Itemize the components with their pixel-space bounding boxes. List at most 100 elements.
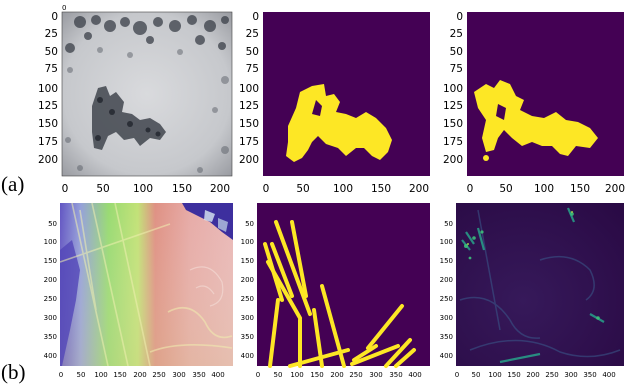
- svg-text:0: 0: [263, 183, 270, 195]
- svg-text:50: 50: [296, 183, 309, 195]
- svg-text:200: 200: [409, 183, 429, 195]
- svg-text:50: 50: [450, 46, 463, 58]
- svg-text:300: 300: [172, 371, 185, 379]
- svg-text:125: 125: [239, 100, 259, 112]
- panel-b2-ticks: 50 100 150 200 250 300 350 400 0 50 100 …: [241, 220, 422, 379]
- svg-text:200: 200: [44, 276, 57, 284]
- svg-text:100: 100: [440, 238, 453, 246]
- svg-text:150: 150: [507, 371, 520, 379]
- svg-text:250: 250: [152, 371, 165, 379]
- svg-text:150: 150: [44, 257, 57, 265]
- svg-text:50: 50: [499, 183, 512, 195]
- svg-text:25: 25: [450, 28, 463, 40]
- svg-text:100: 100: [38, 83, 58, 95]
- svg-text:50: 50: [48, 220, 57, 228]
- svg-text:100: 100: [241, 238, 254, 246]
- panel-b1-ticks: 50 100 150 200 250 300 350 400 0 50 100 …: [44, 220, 225, 379]
- svg-text:350: 350: [241, 333, 254, 341]
- svg-text:75: 75: [450, 63, 463, 75]
- svg-text:175: 175: [239, 136, 259, 148]
- svg-text:100: 100: [94, 371, 107, 379]
- svg-text:200: 200: [443, 154, 463, 166]
- svg-text:200: 200: [605, 183, 625, 195]
- svg-text:200: 200: [210, 183, 230, 195]
- svg-text:400: 400: [241, 352, 254, 360]
- svg-text:125: 125: [38, 100, 58, 112]
- svg-text:50: 50: [274, 371, 283, 379]
- svg-text:25: 25: [246, 28, 259, 40]
- svg-text:200: 200: [239, 154, 259, 166]
- svg-text:150: 150: [570, 183, 590, 195]
- svg-text:175: 175: [443, 136, 463, 148]
- svg-text:100: 100: [133, 183, 153, 195]
- svg-text:100: 100: [488, 371, 501, 379]
- svg-text:300: 300: [241, 314, 254, 322]
- svg-text:50: 50: [45, 46, 58, 58]
- svg-text:75: 75: [45, 63, 58, 75]
- svg-text:150: 150: [440, 257, 453, 265]
- panel-a2-ticks: 0 25 50 75 100 125 150 175 200 0 50 100 …: [239, 11, 429, 195]
- svg-text:100: 100: [239, 83, 259, 95]
- svg-text:200: 200: [241, 276, 254, 284]
- panel-b2-contrail-mask: [257, 203, 430, 368]
- svg-text:350: 350: [440, 333, 453, 341]
- svg-text:200: 200: [526, 371, 539, 379]
- svg-text:50: 50: [245, 220, 254, 228]
- row-label-b: (b): [1, 360, 26, 384]
- svg-text:75: 75: [246, 63, 259, 75]
- svg-text:150: 150: [172, 183, 192, 195]
- svg-text:200: 200: [440, 276, 453, 284]
- svg-text:150: 150: [371, 183, 391, 195]
- svg-text:0: 0: [252, 11, 259, 23]
- panel-a1-cloud-image: [61, 11, 233, 177]
- svg-text:400: 400: [602, 371, 615, 379]
- svg-text:100: 100: [443, 83, 463, 95]
- svg-text:350: 350: [192, 371, 205, 379]
- panel-b1-false-color-image: [59, 202, 233, 367]
- svg-text:400: 400: [440, 352, 453, 360]
- svg-text:300: 300: [564, 371, 577, 379]
- panel-a1-ticks: 0 25 50 75 100 125 150 175 200 0 50 100 …: [38, 4, 230, 195]
- svg-text:50: 50: [472, 371, 481, 379]
- svg-text:150: 150: [38, 118, 58, 130]
- svg-text:0: 0: [455, 371, 459, 379]
- svg-text:100: 100: [534, 183, 554, 195]
- svg-text:100: 100: [44, 238, 57, 246]
- svg-text:0: 0: [59, 371, 63, 379]
- svg-text:100: 100: [333, 183, 353, 195]
- svg-text:250: 250: [349, 371, 362, 379]
- svg-text:250: 250: [440, 295, 453, 303]
- row-label-a: (a): [1, 172, 25, 196]
- svg-text:0: 0: [62, 183, 69, 195]
- svg-text:50: 50: [444, 220, 453, 228]
- svg-text:175: 175: [38, 136, 58, 148]
- svg-text:300: 300: [440, 314, 453, 322]
- svg-text:200: 200: [330, 371, 343, 379]
- svg-text:0: 0: [256, 371, 260, 379]
- svg-text:50: 50: [77, 371, 86, 379]
- svg-text:300: 300: [44, 314, 57, 322]
- svg-text:150: 150: [310, 371, 323, 379]
- svg-text:150: 150: [443, 118, 463, 130]
- svg-text:0: 0: [467, 183, 474, 195]
- svg-text:350: 350: [389, 371, 402, 379]
- svg-text:150: 150: [113, 371, 126, 379]
- svg-text:0: 0: [456, 11, 463, 23]
- panel-a3-ticks: 0 25 50 75 100 125 150 175 200 0 50 100 …: [443, 11, 625, 195]
- panel-a2-mask: [263, 12, 430, 176]
- svg-text:250: 250: [545, 371, 558, 379]
- svg-text:200: 200: [133, 371, 146, 379]
- svg-text:300: 300: [369, 371, 382, 379]
- svg-text:100: 100: [290, 371, 303, 379]
- panel-b3-ticks: 50 100 150 200 250 300 350 400 0 50 100 …: [440, 220, 616, 379]
- svg-text:0: 0: [62, 4, 66, 12]
- svg-text:0: 0: [51, 11, 58, 23]
- svg-text:150: 150: [241, 257, 254, 265]
- svg-text:50: 50: [96, 183, 109, 195]
- svg-text:350: 350: [583, 371, 596, 379]
- panel-a3-predicted-mask: [467, 12, 624, 176]
- svg-text:125: 125: [443, 100, 463, 112]
- svg-text:250: 250: [44, 295, 57, 303]
- svg-text:400: 400: [44, 352, 57, 360]
- svg-text:200: 200: [38, 154, 58, 166]
